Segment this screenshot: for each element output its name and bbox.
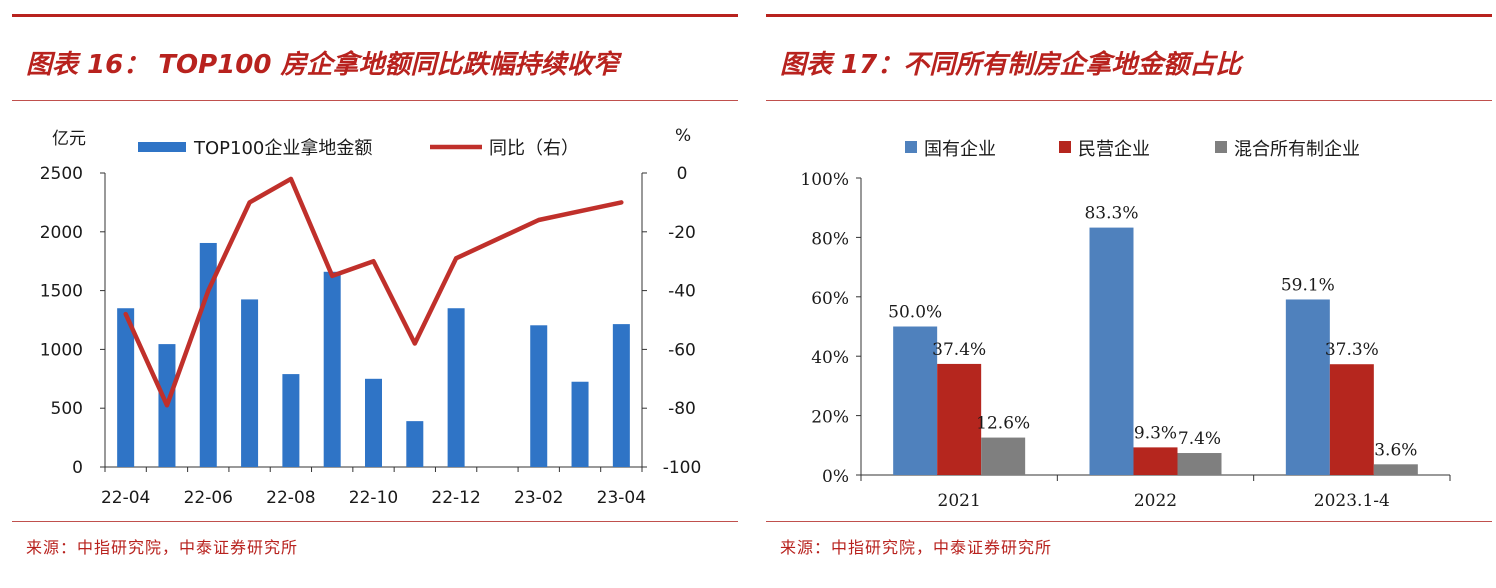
legend-swatch-bar [138, 142, 186, 152]
bar-22-11 [406, 421, 423, 467]
bar-2023.1-4-混合所有制企业 [1374, 464, 1418, 475]
combo-chart: 0 500 1000 1500 2000 2500 -100 -80 -60 -40 -20 0 22-… [0, 0, 750, 588]
legend-label-line: 同比（右） [489, 138, 579, 159]
legend-label: 混合所有制企业 [1234, 139, 1360, 160]
x-tick-label: 22-10 [349, 488, 398, 508]
data-label: 59.1% [1281, 275, 1335, 295]
data-label: 12.6% [976, 414, 1030, 434]
bar-2022-国有企业 [1090, 228, 1134, 475]
y-tick-label-right: -80 [668, 399, 696, 419]
legend-label: 民营企业 [1078, 139, 1150, 160]
x-tick-label: 22-08 [266, 488, 315, 508]
bar-23-02 [530, 325, 547, 467]
y-tick-label-right: 0 [677, 164, 688, 184]
data-label: 7.4% [1178, 429, 1221, 449]
legend-swatch [905, 141, 917, 153]
data-label: 37.4% [932, 340, 986, 360]
legend-label: 国有企业 [924, 139, 996, 160]
bar-2021-混合所有制企业 [981, 438, 1025, 475]
legend-swatch [1059, 141, 1071, 153]
y-tick-label-left: 2500 [40, 164, 83, 184]
y-tick-label-right: -40 [668, 282, 696, 302]
y-tick-label: 100% [800, 170, 849, 190]
y-tick-label-right: -20 [668, 223, 696, 243]
figure-source: 来源：中指研究院，中泰证券研究所 [26, 534, 298, 558]
x-tick-label: 22-06 [184, 488, 233, 508]
data-label: 50.0% [888, 303, 942, 323]
x-tick-label: 2021 [938, 491, 981, 511]
figure-source: 来源：中指研究院，中泰证券研究所 [780, 534, 1052, 558]
bar-2022-民营企业 [1134, 447, 1178, 475]
x-tick-label: 2022 [1134, 491, 1177, 511]
bar-22-09 [324, 272, 341, 467]
y-tick-label-right: -100 [663, 458, 702, 478]
y-tick-label-left: 2000 [40, 223, 83, 243]
y-tick-label-left: 1500 [40, 282, 83, 302]
data-label: 9.3% [1134, 423, 1177, 443]
y-axis-title-right: % [675, 126, 691, 146]
y-tick-label: 60% [811, 289, 849, 309]
bar-22-08 [282, 374, 299, 467]
grouped-bar-chart: 0% 20% 40% 60% 80% 100% 2021 50.0% 37.4% 12.6% 202… [750, 0, 1496, 588]
bar-2022-混合所有制企业 [1178, 453, 1222, 475]
bar-22-10 [365, 379, 382, 467]
bar-2023.1-4-国有企业 [1286, 299, 1330, 475]
x-tick-label: 23-04 [597, 488, 646, 508]
y-tick-label: 20% [811, 408, 849, 428]
bar-2021-国有企业 [893, 327, 937, 476]
y-axis-title-left: 亿元 [52, 129, 86, 149]
bar-2023.1-4-民营企业 [1330, 364, 1374, 475]
y-tick-label-left: 1000 [40, 340, 83, 360]
x-tick-label: 22-04 [101, 488, 150, 508]
y-tick-label-right: -60 [668, 340, 696, 360]
bar-23-03 [572, 382, 589, 467]
bar-22-12 [448, 308, 465, 467]
y-tick-label: 0% [822, 467, 849, 487]
bottom-rule [12, 521, 738, 522]
y-tick-label: 40% [811, 348, 849, 368]
y-tick-label-left: 0 [72, 458, 83, 478]
y-tick-label-left: 500 [51, 399, 83, 419]
y-tick-label: 80% [811, 229, 849, 249]
data-label: 37.3% [1325, 340, 1379, 360]
chart-panel-right: 图表 17：不同所有制房企拿地金额占比 0% 20% 40% 60% 80% 100% 20… [750, 0, 1496, 588]
legend-label-bar: TOP100企业拿地金额 [193, 137, 372, 159]
bar-23-04 [613, 324, 630, 467]
x-tick-label: 23-02 [514, 488, 563, 508]
data-label: 3.6% [1374, 440, 1417, 460]
bar-22-07 [241, 299, 258, 467]
bar-2021-民营企业 [937, 364, 981, 475]
data-label: 83.3% [1084, 204, 1138, 224]
bottom-rule [766, 521, 1492, 522]
x-tick-label: 22-12 [431, 488, 480, 508]
legend-swatch [1215, 141, 1227, 153]
x-tick-label: 2023.1-4 [1314, 491, 1390, 511]
chart-panel-left: 图表 16： TOP100 房企拿地额同比跌幅持续收窄 0 500 1000 1500… [0, 0, 750, 588]
